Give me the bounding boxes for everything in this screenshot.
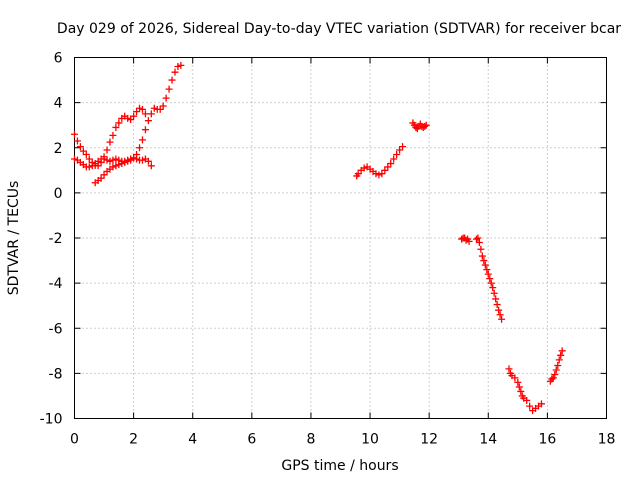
- data-point: [106, 138, 114, 146]
- data-point: [481, 261, 489, 269]
- data-series: [458, 234, 473, 245]
- data-point: [515, 383, 523, 391]
- y-tick-label: -8: [49, 366, 63, 382]
- data-point: [130, 112, 138, 120]
- data-point: [387, 160, 395, 168]
- data-point: [511, 374, 519, 382]
- data-point: [144, 117, 152, 125]
- y-tick-label: 2: [54, 141, 63, 157]
- data-point: [474, 234, 482, 242]
- data-point: [144, 157, 152, 165]
- data-point: [138, 105, 146, 113]
- data-point: [109, 131, 117, 139]
- data-point: [393, 151, 401, 159]
- data-point: [537, 400, 545, 408]
- data-point: [136, 144, 144, 152]
- data-point: [557, 351, 565, 359]
- data-point: [147, 110, 155, 118]
- data-point: [514, 378, 522, 386]
- y-tick-label: -6: [49, 321, 63, 337]
- data-point: [171, 68, 179, 76]
- data-point: [475, 239, 483, 247]
- data-point: [141, 110, 149, 118]
- data-point: [147, 162, 155, 170]
- data-point: [133, 151, 141, 159]
- data-series: [505, 365, 545, 415]
- x-tick-label: 12: [420, 432, 438, 448]
- data-points: [71, 61, 566, 415]
- x-tick-label: 8: [306, 432, 315, 448]
- chart-title: Day 029 of 2026, Sidereal Day-to-day VTE…: [57, 21, 621, 37]
- data-point: [421, 122, 429, 130]
- data-series: [409, 119, 430, 133]
- data-point: [484, 270, 492, 278]
- data-series: [353, 143, 407, 180]
- x-tick-label: 6: [247, 432, 256, 448]
- data-point: [162, 94, 170, 102]
- x-tick-label: 4: [188, 432, 197, 448]
- data-point: [477, 245, 485, 253]
- data-point: [112, 123, 120, 131]
- data-series: [546, 347, 566, 385]
- y-tick-label: 4: [54, 96, 63, 112]
- data-series: [91, 61, 185, 187]
- data-point: [495, 306, 503, 314]
- data-point: [165, 85, 173, 93]
- data-series: [472, 234, 506, 323]
- data-point: [548, 375, 556, 383]
- data-point: [399, 143, 407, 151]
- x-tick-label: 16: [538, 432, 556, 448]
- data-point: [486, 275, 494, 283]
- data-point: [487, 279, 495, 287]
- x-tick-label: 10: [361, 432, 379, 448]
- data-point: [480, 257, 488, 265]
- data-point: [115, 119, 123, 127]
- y-tick-label: -4: [49, 276, 63, 292]
- data-point: [483, 266, 491, 274]
- y-tick-label: -2: [49, 231, 63, 247]
- y-axis-label: SDTVAR / TECUs: [6, 181, 22, 296]
- x-tick-label: 0: [70, 432, 79, 448]
- data-point: [523, 396, 531, 404]
- y-tick-label: -10: [40, 412, 63, 428]
- data-point: [465, 237, 473, 245]
- data-point: [177, 61, 185, 69]
- data-point: [489, 284, 497, 292]
- x-tick-label: 2: [129, 432, 138, 448]
- data-point: [422, 121, 430, 129]
- data-point: [549, 374, 557, 382]
- data-point: [554, 361, 562, 369]
- data-point: [490, 289, 498, 297]
- data-point: [76, 143, 84, 151]
- data-point: [493, 301, 501, 309]
- data-point: [517, 387, 525, 395]
- data-point: [141, 126, 149, 134]
- data-point: [555, 356, 563, 364]
- data-point: [551, 371, 559, 379]
- data-point: [526, 402, 534, 410]
- y-tick-label: 6: [54, 51, 63, 67]
- data-point: [492, 295, 500, 303]
- data-point: [168, 76, 176, 84]
- axis-ticks: 0 2 4 6 8 10 12 14 16 18 -10 -8 -6 -4 -2 0 2 4 6: [40, 51, 616, 448]
- data-point: [159, 102, 167, 110]
- data-point: [73, 137, 81, 145]
- data-point: [498, 315, 506, 323]
- data-point: [103, 146, 111, 154]
- data-point: [558, 347, 566, 355]
- data-point: [138, 136, 146, 144]
- data-point: [496, 311, 504, 319]
- x-axis-label: GPS time / hours: [281, 458, 398, 474]
- data-point: [552, 366, 560, 374]
- x-tick-label: 14: [479, 432, 497, 448]
- data-point: [71, 130, 78, 138]
- y-tick-label: 0: [54, 186, 63, 202]
- data-point: [82, 151, 90, 159]
- x-tick-label: 18: [598, 432, 616, 448]
- data-point: [478, 252, 486, 260]
- data-point: [390, 155, 398, 163]
- data-point: [505, 365, 513, 373]
